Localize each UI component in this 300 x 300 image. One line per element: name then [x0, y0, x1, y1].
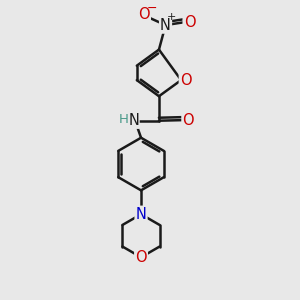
Text: +: + — [167, 12, 176, 22]
Text: N: N — [136, 207, 146, 222]
Text: N: N — [160, 18, 171, 33]
Text: O: O — [182, 112, 194, 128]
Text: O: O — [135, 250, 147, 265]
Text: O: O — [138, 8, 150, 22]
Text: O: O — [184, 15, 195, 30]
Text: H: H — [119, 113, 129, 126]
Text: O: O — [180, 73, 191, 88]
Text: −: − — [146, 2, 157, 15]
Text: N: N — [128, 113, 139, 128]
